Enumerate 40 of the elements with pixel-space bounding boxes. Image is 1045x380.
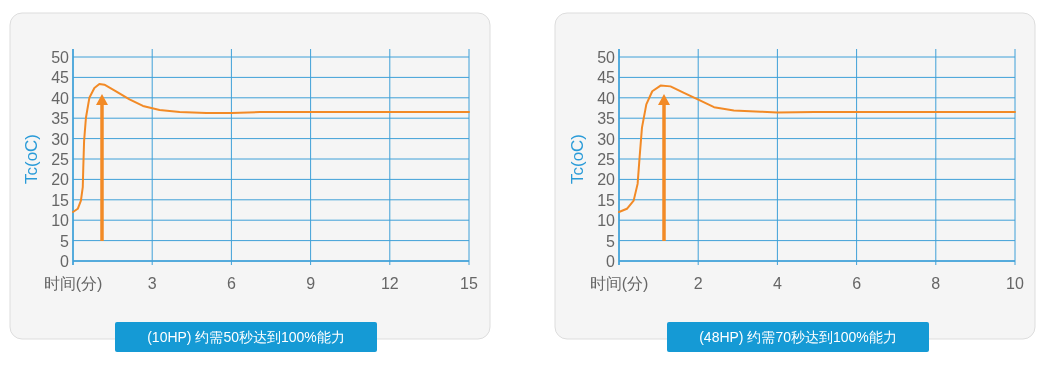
x-tick-label: 3 — [147, 275, 157, 292]
line-series — [618, 84, 1016, 214]
y-tick-label: 30 — [597, 130, 616, 148]
x-tick-label: 9 — [306, 275, 316, 292]
y-tick-label: 0 — [60, 253, 70, 270]
y-tick-label: 35 — [51, 110, 70, 128]
y-tick-label: 10 — [51, 212, 70, 230]
text: (48HP) 约需70秒达到100%能力 — [699, 329, 897, 345]
y-axis-title: Tc(oC) — [568, 133, 587, 185]
y-tick-label: 40 — [597, 89, 616, 107]
x-tick-label: 10 — [1006, 275, 1024, 292]
line-series — [72, 82, 470, 214]
y-tick-label: 15 — [51, 191, 70, 209]
x-tick-label: 4 — [772, 275, 782, 292]
y-tick-label: 30 — [51, 130, 70, 148]
y-tick-label: 45 — [597, 69, 616, 87]
y-axis-title: Tc(oC) — [22, 133, 41, 185]
y-tick-label: 25 — [597, 151, 616, 168]
x-tick-label: 时间(分) — [43, 275, 103, 292]
y-tick-label: 20 — [51, 171, 70, 189]
x-tick-label: 6 — [226, 275, 236, 292]
text: (10HP) 约需50秒达到100%能力 — [147, 329, 345, 345]
y-tick-label: 15 — [597, 191, 616, 209]
y-tick-label: 10 — [597, 212, 616, 230]
x-tick-label: 时间(分) — [589, 275, 649, 292]
y-tick-label: 5 — [60, 232, 70, 250]
y-tick-label: 0 — [606, 253, 616, 270]
y-tick-label: 35 — [597, 110, 616, 128]
y-tick-label: 50 — [51, 49, 70, 66]
y-tick-label: 45 — [51, 69, 70, 87]
x-tick-label: 8 — [931, 275, 941, 292]
y-tick-label: 25 — [51, 151, 70, 168]
x-tick-label: 6 — [852, 275, 862, 292]
y-tick-label: 50 — [597, 49, 616, 66]
y-tick-label: 20 — [597, 171, 616, 189]
y-tick-label: 40 — [51, 89, 70, 107]
x-tick-label: 15 — [460, 275, 478, 292]
y-tick-label: 5 — [606, 232, 616, 250]
x-tick-label: 2 — [693, 275, 703, 292]
x-tick-label: 12 — [380, 275, 399, 292]
